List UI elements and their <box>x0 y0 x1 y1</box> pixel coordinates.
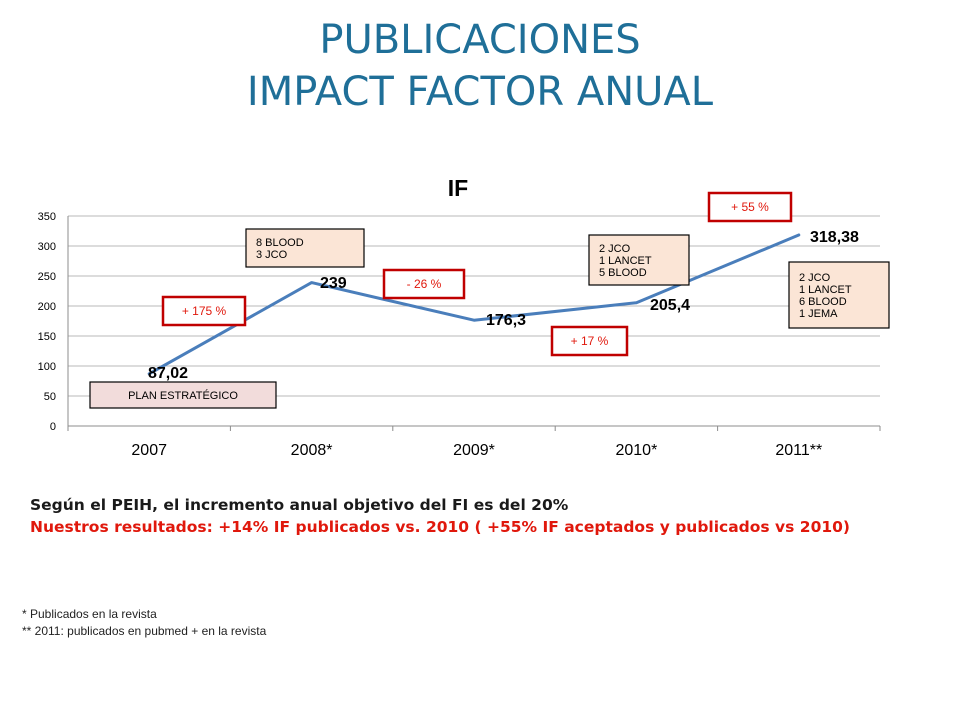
series-line <box>147 233 801 376</box>
objective-note: Según el PEIH, el incremento anual objet… <box>30 496 569 514</box>
data-label: 239 <box>320 275 347 292</box>
footnote-published: * Publicados en la revista <box>22 607 157 621</box>
plan-estrategico-box <box>89 381 277 409</box>
x-tick-label: 2010* <box>615 442 657 459</box>
y-tick-label: 350 <box>38 211 56 223</box>
change-box <box>550 325 629 357</box>
slide-title-line1: PUBLICACIONES <box>319 17 641 63</box>
plan-estrategico-box-text: PLAN ESTRATÉGICO <box>128 389 238 402</box>
box-2008-text: 3 JCO <box>256 249 288 261</box>
box-2011-text: 1 JEMA <box>799 308 838 320</box>
box-2011 <box>788 261 890 329</box>
data-label: 318,38 <box>810 229 859 246</box>
chart-title: IF <box>448 175 468 201</box>
data-label: 87,02 <box>148 365 188 382</box>
results-note: Nuestros resultados: +14% IF publicados … <box>30 518 851 536</box>
data-label: 176,3 <box>486 312 526 329</box>
x-tick-label: 2011** <box>775 442 822 459</box>
y-tick-label: 100 <box>38 361 56 373</box>
box-2011-text: 6 BLOOD <box>799 296 847 308</box>
box-2008 <box>245 228 365 268</box>
change-label: + 17 % <box>571 334 609 348</box>
box-2010 <box>588 234 690 286</box>
change-box <box>707 191 793 223</box>
change-label: + 55 % <box>731 200 769 214</box>
box-2010-text: 5 BLOOD <box>599 267 647 279</box>
footnote-2011: ** 2011: publicados en pubmed + en la re… <box>22 624 267 638</box>
change-box <box>161 295 247 327</box>
box-2011-text: 2 JCO <box>799 272 831 284</box>
box-2011-text: 1 LANCET <box>799 284 852 296</box>
y-tick-label: 0 <box>50 421 56 433</box>
box-2008-text: 8 BLOOD <box>256 237 304 249</box>
change-label: + 175 % <box>182 304 227 318</box>
change-label: - 26 % <box>407 277 442 291</box>
x-tick-label: 2009* <box>453 442 495 459</box>
x-tick-label: 2007 <box>131 442 167 459</box>
y-tick-label: 200 <box>38 301 56 313</box>
box-2010-text: 1 LANCET <box>599 255 652 267</box>
box-2010-text: 2 JCO <box>599 243 631 255</box>
data-label: 205,4 <box>650 297 690 314</box>
y-tick-label: 50 <box>44 391 56 403</box>
y-tick-label: 250 <box>38 271 56 283</box>
change-box <box>382 268 466 300</box>
slide-title-line2: IMPACT FACTOR ANUAL <box>246 69 714 115</box>
y-tick-label: 150 <box>38 331 56 343</box>
y-tick-label: 300 <box>38 241 56 253</box>
x-tick-label: 2008* <box>291 442 333 459</box>
